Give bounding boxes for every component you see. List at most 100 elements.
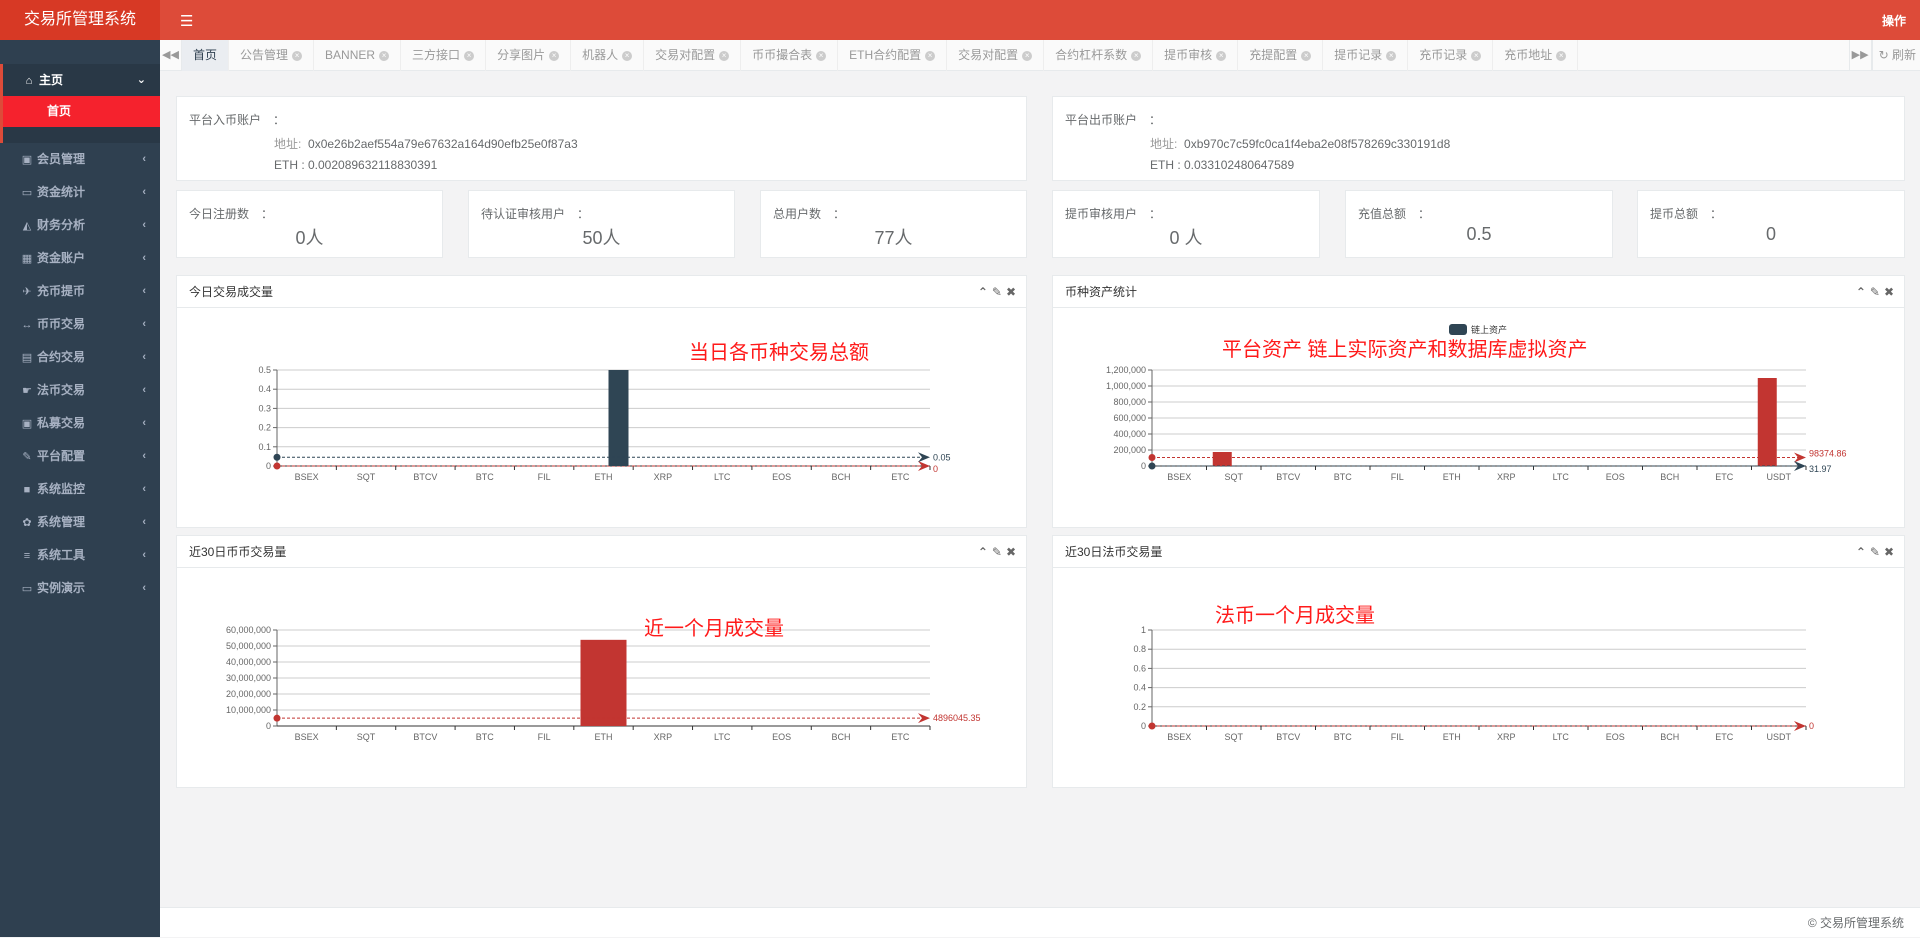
sidebar-item[interactable]: ↔币币交易‹: [0, 308, 160, 341]
tab[interactable]: 首页: [182, 40, 229, 71]
deposit-account-card: 平台入币账户 ： 地址: 0x0e26b2aef554a79e67632a164…: [176, 96, 1027, 181]
bar[interactable]: [1213, 452, 1232, 466]
sidebar-item-label: 私募交易: [37, 416, 85, 430]
sidebar-item[interactable]: ▦资金账户‹: [0, 242, 160, 275]
refresh-icon: ↻: [1879, 48, 1889, 62]
sidebar-item[interactable]: ✎平台配置‹: [0, 440, 160, 473]
tab[interactable]: 充币记录×: [1408, 40, 1493, 71]
address-value: 0xb970c7c59fc0ca1f4eba2e08f578269c330191…: [1184, 137, 1450, 151]
bar[interactable]: [1758, 378, 1777, 466]
y-tick-label: 0.2: [258, 423, 271, 433]
sidebar-item[interactable]: ≡系统工具‹: [0, 539, 160, 572]
y-tick-label: 50,000,000: [226, 641, 271, 651]
tab[interactable]: 交易对配置 ×: [947, 40, 1044, 71]
close-icon[interactable]: ×: [622, 51, 632, 61]
operations-menu[interactable]: 操作: [1882, 12, 1906, 29]
x-tick-label: ETH: [1443, 732, 1461, 742]
x-tick-label: ETC: [1715, 472, 1734, 482]
hamburger-icon[interactable]: ☰: [180, 12, 193, 30]
x-tick-label: BTCV: [413, 472, 437, 482]
close-icon[interactable]: ×: [379, 51, 389, 61]
x-tick-label: ETC: [891, 472, 910, 482]
close-icon[interactable]: ×: [1556, 51, 1566, 61]
close-icon[interactable]: ×: [1386, 51, 1396, 61]
markline-start-dot: [1149, 462, 1156, 469]
sidebar-item[interactable]: ▭实例演示‹: [0, 572, 160, 605]
close-icon[interactable]: ×: [1022, 51, 1032, 61]
scroll-right-icon[interactable]: ▶▶: [1850, 40, 1872, 71]
x-tick-label: BSEX: [295, 472, 319, 482]
sidebar-item[interactable]: ◭财务分析‹: [0, 209, 160, 242]
x-tick-label: XRP: [654, 472, 673, 482]
bar[interactable]: [609, 370, 629, 466]
stat-value: 50人: [469, 224, 734, 250]
close-icon[interactable]: ×: [1471, 51, 1481, 61]
sidebar-item-label: 财务分析: [37, 218, 85, 232]
sidebar-item[interactable]: ☛法币交易‹: [0, 374, 160, 407]
close-icon[interactable]: ×: [549, 51, 559, 61]
stat-label: 待认证审核用户 ：: [481, 205, 589, 222]
sidebar-item-label: 主页: [39, 73, 63, 87]
area-chart-icon: ◭: [20, 210, 34, 243]
tab[interactable]: 分享图片×: [486, 40, 571, 71]
tab[interactable]: 合约杠杆系数×: [1044, 40, 1153, 71]
x-tick-label: SQT: [357, 732, 376, 742]
close-icon[interactable]: ×: [719, 51, 729, 61]
chevron-left-icon: ‹: [142, 440, 146, 473]
stat-label: 提币总额 ：: [1650, 205, 1722, 222]
sidebar-item-label: 会员管理: [37, 152, 85, 166]
y-tick-label: 0: [1141, 461, 1146, 471]
close-icon[interactable]: ×: [1131, 51, 1141, 61]
sidebar-item[interactable]: ■系统监控‹: [0, 473, 160, 506]
tab[interactable]: 充提配置×: [1238, 40, 1323, 71]
x-tick-label: BSEX: [1167, 732, 1191, 742]
sidebar-subitem-index[interactable]: 首页: [0, 96, 160, 127]
close-icon[interactable]: ×: [464, 51, 474, 61]
close-icon[interactable]: ×: [292, 51, 302, 61]
close-icon[interactable]: ×: [816, 51, 826, 61]
markline-arrow: [1794, 453, 1806, 463]
tab[interactable]: 交易对配置×: [644, 40, 741, 71]
tab[interactable]: 提币记录×: [1323, 40, 1408, 71]
tab[interactable]: 公告管理×: [229, 40, 314, 71]
tab[interactable]: 机器人 ×: [571, 40, 644, 71]
tab[interactable]: 提币审核×: [1153, 40, 1238, 71]
account-address: 地址: 0xb970c7c59fc0ca1f4eba2e08f578269c33…: [1150, 135, 1450, 152]
sidebar-item[interactable]: ▭资金统计‹: [0, 176, 160, 209]
book-icon: ▤: [20, 342, 34, 375]
y-tick-label: 0: [1141, 721, 1146, 731]
chevron-left-icon: ‹: [142, 341, 146, 374]
annotation-text: 近一个月成交量: [644, 612, 784, 641]
close-icon[interactable]: ×: [925, 51, 935, 61]
sidebar-item[interactable]: ▣会员管理‹: [0, 143, 160, 176]
bar[interactable]: [581, 640, 627, 726]
sidebar-item[interactable]: ▤合约交易 ‹: [0, 341, 160, 374]
sidebar-item-home[interactable]: ⌂主页 ⌄: [0, 64, 160, 96]
close-icon[interactable]: ×: [1216, 51, 1226, 61]
refresh-button[interactable]: ↻ 刷新: [1872, 40, 1920, 71]
stat-card: 提币总额 ：0: [1637, 190, 1905, 258]
chevron-left-icon: ‹: [142, 506, 146, 539]
tab[interactable]: ETH合约配置 ×: [838, 40, 947, 71]
tab[interactable]: 币币撮合表×: [741, 40, 838, 71]
tab-label: 交易对配置: [958, 48, 1018, 62]
sidebar-item[interactable]: ✈充币提币‹: [0, 275, 160, 308]
sidebar-item-label: 合约交易: [37, 350, 85, 364]
tab[interactable]: BANNER×: [314, 40, 401, 71]
tab[interactable]: 三方接口×: [401, 40, 486, 71]
sidebar-item[interactable]: ▣私募交易‹: [0, 407, 160, 440]
x-tick-label: BTCV: [1276, 732, 1300, 742]
tab-label: ETH合约配置: [849, 48, 921, 62]
chevron-left-icon: ‹: [142, 176, 146, 209]
tab[interactable]: 充币地址×: [1493, 40, 1578, 71]
scroll-left-icon[interactable]: ◀◀: [160, 40, 182, 71]
tab-label: 机器人: [582, 48, 618, 62]
chevron-left-icon: ‹: [142, 308, 146, 341]
annotation-text: 当日各币种交易总额: [689, 336, 869, 365]
sidebar-item[interactable]: ✿系统管理‹: [0, 506, 160, 539]
withdraw-account-card: 平台出币账户 ： 地址: 0xb970c7c59fc0ca1f4eba2e08f…: [1052, 96, 1905, 181]
close-icon[interactable]: ×: [1301, 51, 1311, 61]
